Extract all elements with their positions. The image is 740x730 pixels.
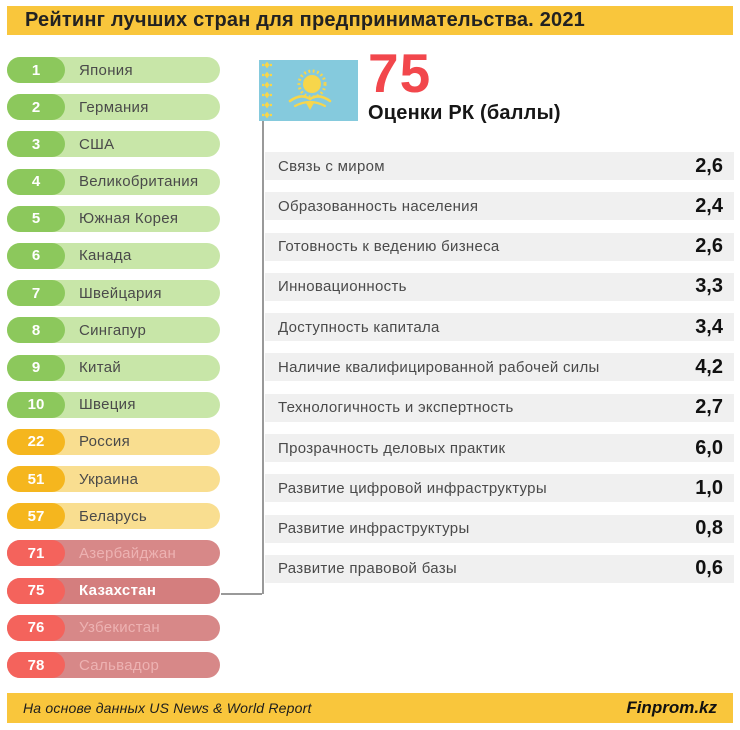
metric-label: Прозрачность деловых практик (278, 439, 506, 457)
metric-label: Развитие инфраструктуры (278, 520, 470, 538)
source-note: На основе данных US News & World Report (23, 700, 312, 716)
metric-value: 2,6 (695, 235, 723, 258)
metric-value: 1,0 (695, 476, 723, 499)
rank-number-badge: 76 (7, 614, 65, 641)
country-ranking-list: 1 Япония 2 Германия 3 США 4 Великобритан… (7, 57, 220, 678)
metric-value: 0,6 (695, 557, 723, 580)
rank-number-badge: 1 (7, 57, 65, 83)
ranking-row: 22 Россия (7, 428, 220, 455)
brand-logo: Finprom.kz (626, 698, 717, 717)
metric-row: Доступность капитала 3,4 (265, 313, 734, 342)
page-title: Рейтинг лучших стран для предприниматель… (25, 9, 585, 31)
metric-value: 2,6 (695, 154, 723, 177)
metric-row: Развитие правовой базы 0,6 (265, 554, 734, 583)
ranking-row: 71 Азербайджан (7, 540, 220, 567)
title-banner: Рейтинг лучших стран для предприниматель… (7, 6, 733, 35)
ranking-row: 1 Япония (7, 57, 220, 83)
ranking-row: 75 Казахстан (7, 577, 220, 604)
metric-label: Развитие цифровой инфраструктуры (278, 479, 547, 497)
metric-value: 2,7 (695, 396, 723, 419)
rank-number-badge: 4 (7, 168, 65, 195)
country-label: Россия (79, 433, 130, 451)
metric-label: Связь с миром (278, 157, 385, 175)
metric-row: Технологичность и экспертность 2,7 (265, 393, 734, 422)
country-label: Великобритания (79, 173, 199, 191)
ranking-row: 6 Канада (7, 242, 220, 269)
rank-number-badge: 9 (7, 354, 65, 381)
country-label: Казахстан (79, 582, 157, 600)
metric-row: Наличие квалифицированной рабочей силы 4… (265, 353, 734, 382)
connector-line-vertical (262, 121, 264, 594)
rank-number-badge: 8 (7, 317, 65, 344)
panel-subtitle: Оценки РК (баллы) (368, 102, 561, 124)
rank-number-badge: 10 (7, 391, 65, 418)
country-label: Швеция (79, 396, 136, 414)
metric-row: Прозрачность деловых практик 6,0 (265, 434, 734, 463)
ranking-row: 3 США (7, 131, 220, 158)
kazakhstan-flag-icon (259, 60, 358, 121)
country-label: Сингапур (79, 321, 147, 339)
rank-number-badge: 22 (7, 428, 65, 455)
country-label: Южная Корея (79, 210, 179, 228)
country-label: Сальвадор (79, 656, 160, 674)
rank-number-badge: 57 (7, 503, 65, 530)
metric-value: 2,4 (695, 194, 723, 217)
country-label: Канада (79, 247, 132, 265)
country-label: Швейцария (79, 284, 162, 302)
rank-number-badge: 75 (7, 577, 65, 604)
ranking-row: 76 Узбекистан (7, 614, 220, 641)
metric-label: Наличие квалифицированной рабочей силы (278, 358, 600, 376)
ranking-row: 9 Китай (7, 354, 220, 381)
rank-number-badge: 6 (7, 242, 65, 269)
metric-row: Образованность населения 2,4 (265, 192, 734, 221)
metric-label: Развитие правовой базы (278, 560, 457, 578)
country-label: США (79, 135, 115, 153)
country-label: Япония (79, 61, 133, 79)
rank-number-badge: 51 (7, 466, 65, 493)
ranking-row: 51 Украина (7, 466, 220, 493)
metric-value: 4,2 (695, 355, 723, 378)
footer-banner: На основе данных US News & World Report … (7, 693, 733, 723)
metric-row: Развитие инфраструктуры 0,8 (265, 514, 734, 543)
metric-value: 3,4 (695, 315, 723, 338)
country-label: Азербайджан (79, 544, 177, 562)
country-label: Беларусь (79, 507, 148, 525)
metric-row: Инновационность 3,3 (265, 272, 734, 301)
metric-value: 3,3 (695, 275, 723, 298)
rank-number-badge: 71 (7, 540, 65, 567)
metric-label: Доступность капитала (278, 318, 440, 336)
country-label: Китай (79, 359, 122, 376)
rank-number-badge: 5 (7, 205, 65, 232)
rank-number-badge: 78 (7, 652, 65, 678)
ranking-row: 4 Великобритания (7, 168, 220, 195)
ranking-row: 7 Швейцария (7, 280, 220, 307)
rank-number-badge: 7 (7, 280, 65, 307)
country-label: Украина (79, 470, 139, 488)
metric-label: Инновационность (278, 278, 407, 296)
metric-value: 6,0 (695, 436, 723, 459)
metric-label: Образованность населения (278, 197, 479, 215)
ranking-row: 2 Германия (7, 94, 220, 121)
rank-number-badge: 3 (7, 131, 65, 158)
ranking-row: 8 Сингапур (7, 317, 220, 344)
metric-row: Развитие цифровой инфраструктуры 1,0 (265, 474, 734, 503)
ranking-row: 5 Южная Корея (7, 205, 220, 232)
ranking-row: 10 Швеция (7, 391, 220, 418)
metric-row: Готовность к ведению бизнеса 2,6 (265, 232, 734, 261)
metric-row: Связь с миром 2,6 (265, 152, 734, 180)
kazakhstan-rank-value: 75 (368, 42, 432, 104)
ranking-row: 78 Сальвадор (7, 652, 220, 678)
country-label: Германия (79, 98, 149, 116)
country-label: Узбекистан (79, 619, 160, 637)
metric-label: Готовность к ведению бизнеса (278, 238, 500, 256)
metrics-list: Связь с миром 2,6 Образованность населен… (265, 152, 734, 583)
rank-number-badge: 2 (7, 94, 65, 121)
metric-value: 0,8 (695, 517, 723, 540)
ranking-row: 57 Беларусь (7, 503, 220, 530)
connector-line-horizontal (221, 593, 262, 595)
metric-label: Технологичность и экспертность (278, 399, 514, 417)
